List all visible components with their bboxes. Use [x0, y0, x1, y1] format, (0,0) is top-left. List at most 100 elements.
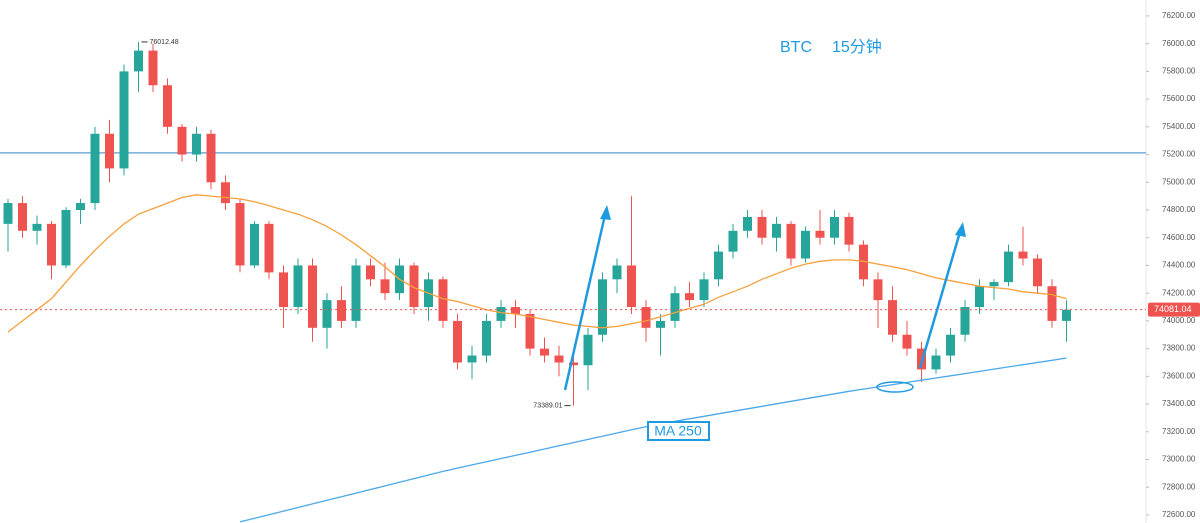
last-price-box	[1148, 302, 1200, 317]
candle-body	[569, 362, 578, 366]
candle-body	[1018, 251, 1028, 259]
candle-body	[163, 85, 172, 127]
candle-body	[482, 320, 491, 356]
candle-body	[206, 133, 216, 183]
candle-body	[583, 334, 593, 366]
candle-body	[47, 223, 56, 266]
candle-body	[264, 223, 274, 273]
y-tick-label: 75400.00	[1162, 122, 1196, 131]
plot: 72600.00 72800.00 73000.00 73200.00 73400.00…	[0, 11, 1196, 523]
candle-body	[525, 313, 535, 349]
arrow-head	[600, 205, 611, 220]
candle-body	[366, 265, 375, 280]
candle-body	[250, 223, 259, 266]
candle-body	[612, 265, 622, 280]
candle-body	[235, 203, 245, 266]
low-label: 73389.01	[533, 402, 562, 409]
y-tick-label: 73200.00	[1162, 427, 1196, 436]
candle-body	[656, 320, 665, 328]
candle-body	[975, 286, 984, 308]
arrow	[918, 231, 962, 369]
candle-body	[1004, 251, 1013, 283]
candle-body	[496, 307, 506, 321]
candle-body	[279, 272, 288, 308]
candle-body	[989, 282, 999, 287]
candle-body	[685, 293, 694, 301]
candle-body	[61, 210, 71, 266]
candle-body	[1062, 309, 1071, 321]
y-tick-label: 73600.00	[1162, 371, 1196, 380]
candle-body	[105, 133, 114, 169]
candle-body	[786, 223, 796, 259]
high-label: 76012.48	[150, 39, 179, 46]
candle-body	[453, 320, 462, 363]
candle-body	[902, 334, 912, 349]
annotations	[563, 205, 966, 441]
candle-body	[192, 133, 201, 155]
candle-body	[337, 300, 346, 321]
y-tick-label: 75600.00	[1162, 94, 1196, 103]
y-tick-label: 76000.00	[1162, 39, 1196, 48]
candle-body	[221, 182, 230, 204]
y-tick-label: 73000.00	[1162, 455, 1196, 464]
candle-body	[960, 307, 970, 335]
candle-body	[873, 279, 883, 301]
y-tick-label: 73800.00	[1162, 344, 1196, 353]
candle-body	[351, 265, 361, 321]
candle-body	[32, 223, 42, 231]
chart-subtitle: 15分钟	[832, 38, 882, 56]
last-price-label: 74081.04	[1154, 304, 1192, 314]
label-box	[647, 421, 710, 441]
candle-body	[438, 279, 448, 321]
ellipse	[876, 381, 914, 393]
candle-body	[554, 355, 564, 363]
candle-body	[409, 265, 419, 308]
candle-body	[177, 126, 187, 155]
candle-body	[946, 334, 955, 356]
y-tick-label: 72600.00	[1162, 510, 1196, 519]
candle-body	[641, 307, 651, 328]
candle-body	[148, 50, 158, 86]
candle-body	[627, 265, 636, 308]
candle-body	[844, 216, 854, 245]
arrow	[563, 214, 607, 391]
candle-body	[511, 307, 520, 314]
y-tick-label: 74400.00	[1162, 261, 1196, 270]
candle-body	[728, 230, 738, 252]
candle-body	[1047, 286, 1057, 321]
candle-body	[76, 203, 85, 211]
candle-body	[308, 265, 317, 328]
candle-body	[772, 223, 781, 238]
candle-body	[699, 279, 709, 301]
ma-line	[7, 194, 1067, 333]
candle-body	[757, 216, 767, 238]
candle-body	[90, 133, 100, 204]
y-tick-label: 74800.00	[1162, 205, 1196, 214]
y-tick-label: 75200.00	[1162, 150, 1196, 159]
candle-body	[18, 203, 27, 231]
y-tick-label: 74000.00	[1162, 316, 1196, 325]
y-tick-label: 75000.00	[1162, 177, 1196, 186]
candle-body	[801, 230, 810, 259]
candle-body	[380, 279, 390, 294]
candle-body	[743, 216, 752, 231]
candle-body	[598, 279, 607, 335]
candle-body	[3, 203, 13, 224]
y-tick-label: 73400.00	[1162, 399, 1196, 408]
y-tick-label: 75800.00	[1162, 66, 1196, 75]
candle-body	[322, 300, 332, 328]
candle-body	[467, 355, 477, 363]
y-tick-label: 74600.00	[1162, 233, 1196, 242]
candle-body	[670, 293, 680, 321]
candle-body	[859, 244, 868, 280]
y-tick-label: 74200.00	[1162, 288, 1196, 297]
candle-body	[540, 348, 549, 356]
candle-body	[815, 230, 825, 238]
ma-label: MA 250	[654, 423, 702, 439]
candle-body	[830, 216, 839, 238]
y-tick-label: 72800.00	[1162, 482, 1196, 491]
candle-body	[1033, 258, 1042, 287]
candle-body	[293, 265, 303, 308]
y-tick-label: 76200.00	[1162, 11, 1196, 20]
